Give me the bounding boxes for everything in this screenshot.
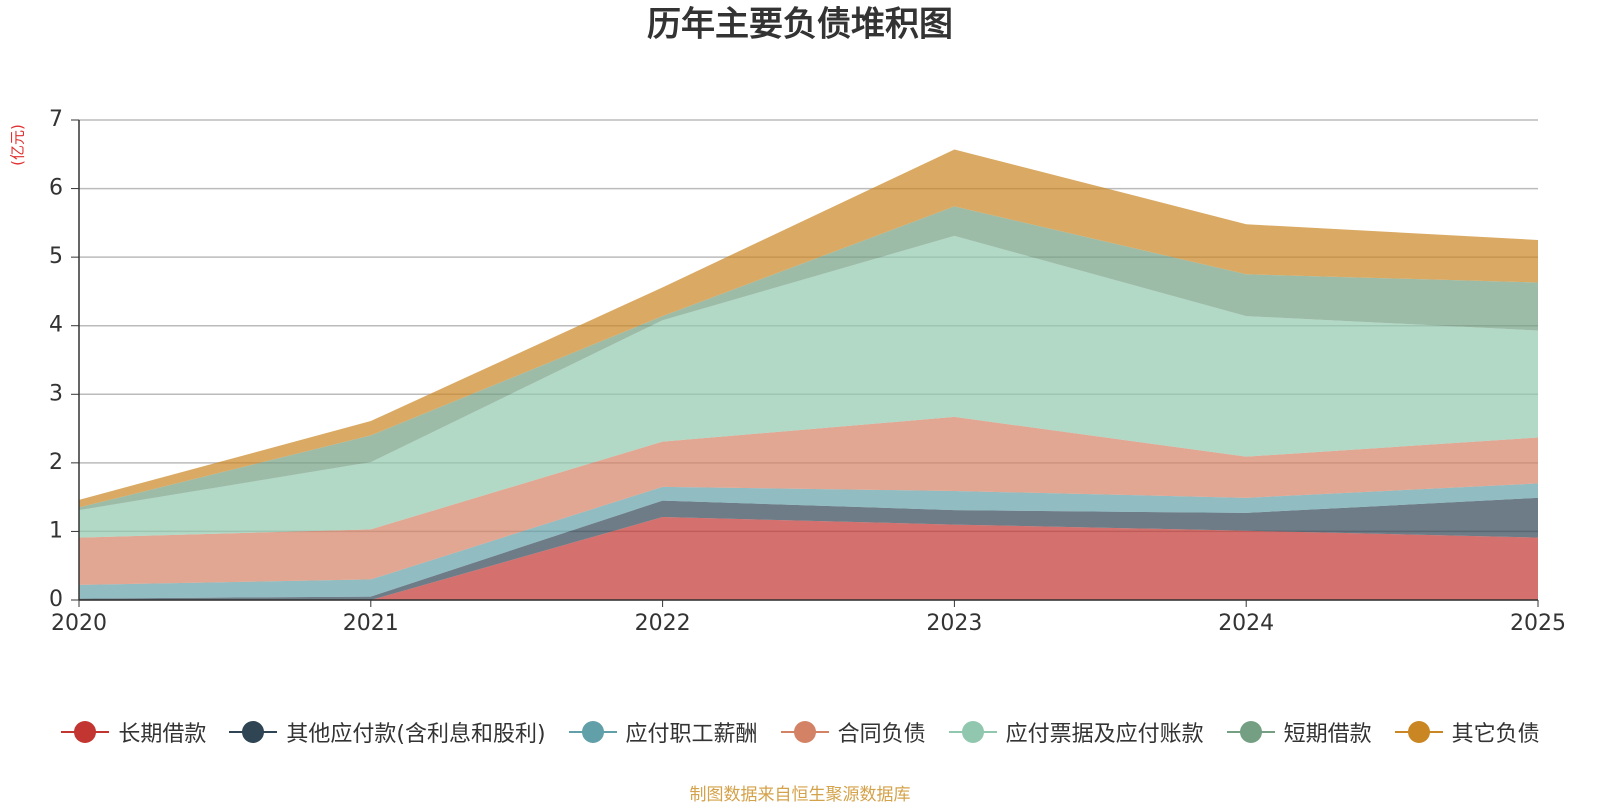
area xyxy=(79,235,1538,538)
legend-label: 其他应付款(含利息和股利) xyxy=(286,722,546,747)
chart: 历年主要负债堆积图 (亿元) 0 1 2 3 4 5 6 7 2020 2021 2022 2023 2… xyxy=(9,5,1567,637)
area xyxy=(79,149,1538,508)
chart-title: 历年主要负债堆积图 xyxy=(647,5,953,45)
legend: 长期借款 其他应付款(含利息和股利) 应付职工薪酬 合同负债 应付票据及应付账款 短期借款… xyxy=(0,716,1600,748)
legend-item[interactable]: 其它负债 xyxy=(1394,716,1540,748)
y-tick-label: 0 xyxy=(49,587,63,612)
y-tick-label: 1 xyxy=(49,518,63,543)
y-tick-label: 2 xyxy=(49,450,63,475)
x-tick-label: 2023 xyxy=(926,611,982,636)
legend-label: 应付票据及应付账款 xyxy=(1005,722,1204,747)
area xyxy=(79,416,1538,585)
area xyxy=(79,517,1538,600)
legend-icon xyxy=(780,721,829,743)
area xyxy=(79,497,1538,600)
legend-item[interactable]: 应付职工薪酬 xyxy=(568,716,758,748)
x-tick-label: 2020 xyxy=(51,611,107,636)
legend-label: 长期借款 xyxy=(118,722,207,747)
legend-item[interactable]: 短期借款 xyxy=(1226,716,1372,748)
legend-item[interactable]: 合同负债 xyxy=(780,716,926,748)
x-tick-label: 2025 xyxy=(1510,611,1566,636)
legend-icon xyxy=(568,721,617,743)
legend-icon xyxy=(948,721,997,743)
x-tick-label: 2022 xyxy=(635,611,691,636)
y-tick-label: 7 xyxy=(49,107,63,132)
x-tick-label: 2024 xyxy=(1218,611,1274,636)
legend-item[interactable]: 其他应付款(含利息和股利) xyxy=(228,716,546,748)
legend-label: 其它负债 xyxy=(1451,722,1540,747)
y-tick-label: 3 xyxy=(49,381,63,406)
legend-icon xyxy=(1226,721,1275,743)
legend-label: 合同负债 xyxy=(837,722,926,747)
legend-item[interactable]: 长期借款 xyxy=(60,716,206,748)
y-tick-label: 5 xyxy=(49,244,63,269)
y-tick-label: 4 xyxy=(49,313,63,338)
legend-label: 短期借款 xyxy=(1283,722,1372,747)
legend-icon xyxy=(61,721,110,743)
legend-label: 应付职工薪酬 xyxy=(625,722,758,747)
y-axis-label: (亿元) xyxy=(9,124,27,166)
legend-icon xyxy=(1394,721,1443,743)
area xyxy=(79,206,1538,511)
x-tick-label: 2021 xyxy=(343,611,399,636)
area xyxy=(79,483,1538,599)
source-note: 制图数据来自恒生聚源数据库 xyxy=(689,785,911,805)
legend-item[interactable]: 应付票据及应付账款 xyxy=(948,716,1204,748)
y-tick-label: 6 xyxy=(49,176,63,201)
legend-icon xyxy=(229,721,278,743)
